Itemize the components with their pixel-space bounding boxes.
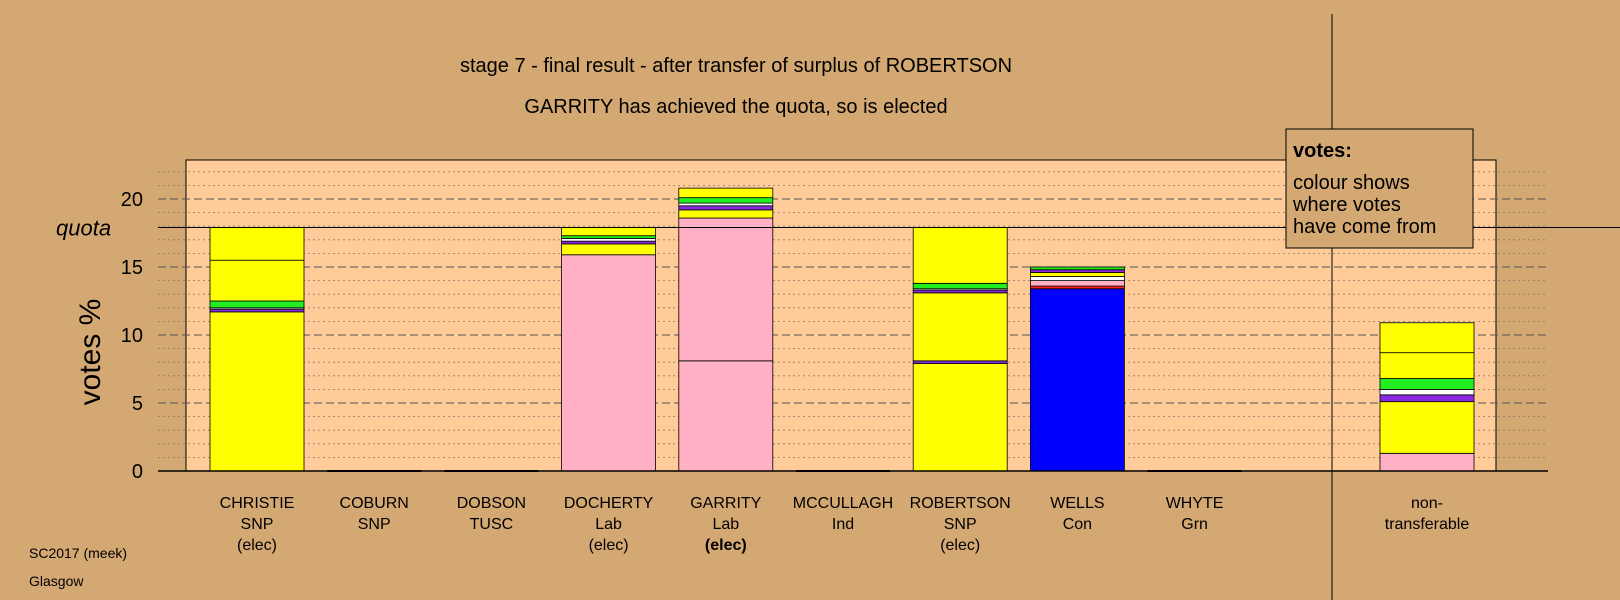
x-axis-labels: CHRISTIE SNP (elec) COBURN SNP DOBSON TUSC DOCH… xyxy=(220,495,1470,554)
bar-christie-segment-1 xyxy=(209,308,305,313)
bar-robertson-segment-5 xyxy=(912,282,1008,290)
x-label-name: DOCHERTY xyxy=(564,495,654,512)
bar-christie-segment-3 xyxy=(209,300,305,309)
x-label-party: Grn xyxy=(1181,516,1208,533)
footer-election: SC2017 (meek) xyxy=(29,545,127,561)
bar-christie-segment-5 xyxy=(209,227,305,261)
x-label-name: CHRISTIE xyxy=(220,495,295,512)
x-label-party: Ind xyxy=(832,516,854,533)
quota-label: quota xyxy=(56,216,111,241)
bar-robertson-segment-3 xyxy=(912,289,1008,294)
bar-wells-segment-5 xyxy=(1030,269,1125,273)
chart-subtitle: GARRITY has achieved the quota, so is el… xyxy=(524,96,947,118)
bar-christie-segment-4 xyxy=(209,259,305,302)
bar-nontransferable-segment-1 xyxy=(1379,401,1475,454)
legend: votes: colour shows where votes have com… xyxy=(1285,128,1474,249)
bar-docherty-segment-1 xyxy=(561,243,656,256)
x-label-name: ROBERTSON xyxy=(910,495,1011,512)
bar-wells-segment-6 xyxy=(1030,266,1125,271)
footer-ward: Glasgow xyxy=(29,573,84,589)
bar-docherty-segment-3 xyxy=(561,238,656,242)
bar-wells-segment-1 xyxy=(1030,285,1125,290)
bar-garrity-segment-2 xyxy=(678,209,774,219)
bar-garrity-segment-1 xyxy=(678,217,774,362)
x-label-party: Lab xyxy=(712,516,739,533)
x-label-party: SNP xyxy=(358,516,391,533)
bar-docherty-segment-0 xyxy=(561,254,656,472)
chart-title: stage 7 - final result - after transfer … xyxy=(460,55,1012,77)
bar-nontransferable-segment-4 xyxy=(1379,378,1475,390)
bar-robertson-segment-2 xyxy=(912,292,1008,362)
bar-docherty-segment-5 xyxy=(561,227,656,237)
x-label-nontransferable: non- xyxy=(1411,495,1443,512)
x-label-party: Con xyxy=(1063,516,1092,533)
x-label-name: COBURN xyxy=(340,495,409,512)
legend-line-1: colour shows xyxy=(1293,172,1410,194)
x-label-status: (elec) xyxy=(589,537,629,554)
bar-robertson-segment-1 xyxy=(912,360,1008,364)
x-label-party: Lab xyxy=(595,516,622,533)
x-label-name: MCCULLAGH xyxy=(793,495,893,512)
x-label-nontransferable: transferable xyxy=(1385,516,1470,533)
y-tick-label: 5 xyxy=(132,393,143,415)
bar-robertson-segment-6 xyxy=(912,227,1008,284)
bars-group xyxy=(209,187,1475,472)
bar-wells-segment-2 xyxy=(1030,280,1125,287)
x-label-status: (elec) xyxy=(940,537,980,554)
legend-box xyxy=(1285,128,1474,249)
bar-docherty-segment-4 xyxy=(561,235,656,239)
bar-garrity-segment-3 xyxy=(678,205,774,211)
bar-garrity-segment-4 xyxy=(678,202,774,207)
bar-wells-segment-0 xyxy=(1030,288,1125,472)
bar-nontransferable-segment-3 xyxy=(1379,388,1475,396)
bar-wells-segment-3 xyxy=(1030,276,1125,281)
bar-garrity-segment-0 xyxy=(678,360,774,472)
x-label-name: GARRITY xyxy=(690,495,761,512)
legend-line-2: where votes xyxy=(1292,194,1401,216)
bar-docherty-segment-2 xyxy=(561,240,656,245)
bar-garrity-segment-5 xyxy=(678,197,774,204)
bar-nontransferable-segment-2 xyxy=(1379,394,1475,403)
x-label-party: SNP xyxy=(944,516,977,533)
bar-garrity-segment-6 xyxy=(678,187,774,199)
x-label-party: SNP xyxy=(241,516,274,533)
x-label-status: (elec) xyxy=(237,537,277,554)
bar-nontransferable-segment-0 xyxy=(1379,452,1475,472)
y-tick-label: 15 xyxy=(121,257,143,279)
bar-nontransferable-segment-5 xyxy=(1379,352,1475,379)
legend-title: votes: xyxy=(1293,140,1352,162)
x-label-party: TUSC xyxy=(470,516,514,533)
x-label-status: (elec) xyxy=(705,537,747,554)
y-tick-label: 0 xyxy=(132,461,143,483)
y-axis-label: votes % xyxy=(74,299,107,406)
bar-christie-segment-0 xyxy=(209,311,305,472)
y-tick-label: 10 xyxy=(121,325,143,347)
plot-area xyxy=(185,159,1497,472)
bar-wells-segment-4 xyxy=(1030,272,1125,277)
legend-line-3: have come from xyxy=(1293,216,1436,238)
y-tick-label: 20 xyxy=(121,189,143,211)
x-label-name: DOBSON xyxy=(457,495,526,512)
x-label-name: WELLS xyxy=(1050,495,1104,512)
y-axis-ticks: 0 5 10 15 20 xyxy=(121,189,143,483)
x-label-name: WHYTE xyxy=(1166,495,1224,512)
bar-nontransferable-segment-6 xyxy=(1379,322,1475,354)
bar-robertson-segment-0 xyxy=(912,363,1008,472)
